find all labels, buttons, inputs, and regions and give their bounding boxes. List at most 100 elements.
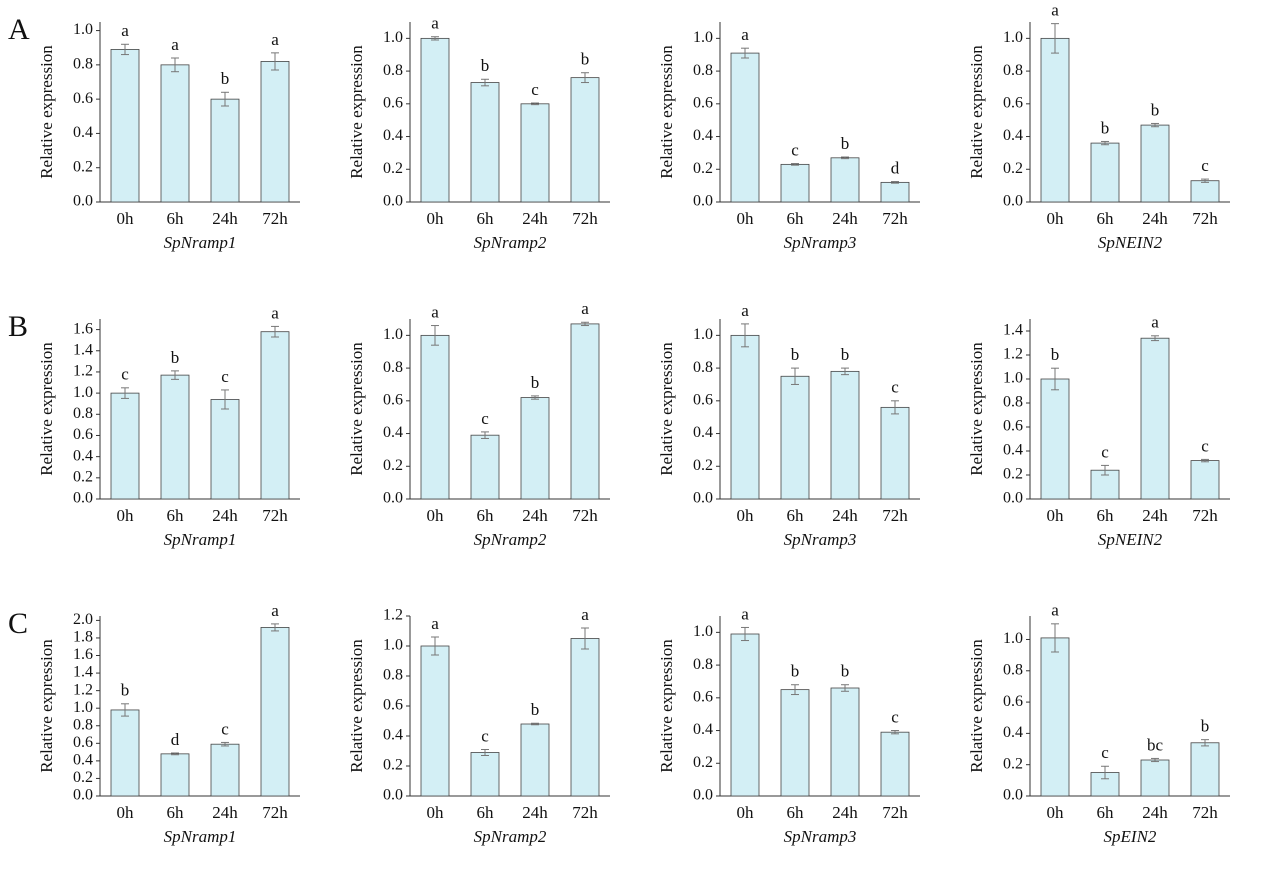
significance-letter: a — [171, 35, 179, 54]
y-tick-label: 1.2 — [73, 681, 93, 698]
error-bar — [581, 72, 589, 84]
bar — [420, 37, 450, 203]
y-axis-label: Relative expression — [657, 639, 676, 773]
error-bar — [1201, 178, 1209, 183]
bar — [780, 163, 810, 203]
x-tick-label: 24h — [1142, 506, 1168, 525]
significance-letter: a — [741, 604, 749, 623]
significance-letter: b — [531, 373, 540, 392]
y-tick-label: 0.2 — [73, 468, 93, 485]
x-tick-label: 0h — [117, 506, 135, 525]
y-tick-label: 1.4 — [73, 341, 93, 358]
x-axis-label: SpNEIN2 — [1098, 233, 1163, 252]
significance-letter: b — [1151, 100, 1160, 119]
x-tick-label: 72h — [262, 803, 288, 822]
y-tick-label: 1.4 — [73, 664, 93, 681]
bar — [520, 103, 550, 203]
significance-letter: a — [741, 301, 749, 320]
significance-letter: c — [531, 80, 539, 99]
error-bar — [431, 325, 439, 346]
x-tick-label: 0h — [1047, 803, 1065, 822]
y-tick-label: 1.0 — [383, 326, 403, 343]
x-axis-label: SpNramp1 — [164, 827, 237, 846]
bar — [880, 406, 910, 500]
error-bar — [531, 722, 539, 726]
x-axis-label: SpNramp2 — [474, 233, 547, 252]
x-tick-label: 0h — [427, 506, 445, 525]
y-tick-label: 1.8 — [73, 629, 93, 646]
bar — [110, 392, 140, 500]
bar — [160, 64, 190, 203]
x-tick-label: 6h — [1097, 803, 1115, 822]
error-bar — [841, 156, 849, 160]
y-tick-label: 0.6 — [693, 688, 713, 705]
error-bar — [741, 626, 749, 642]
significance-letter: d — [171, 730, 180, 749]
y-tick-label: 0.4 — [693, 721, 713, 738]
x-tick-label: 6h — [787, 209, 805, 228]
bar — [1090, 142, 1120, 203]
x-tick-label: 72h — [262, 209, 288, 228]
x-tick-label: 72h — [572, 506, 598, 525]
x-tick-label: 24h — [212, 506, 238, 525]
significance-letter: a — [121, 21, 129, 40]
y-axis-label: Relative expression — [37, 342, 56, 476]
bar — [520, 397, 550, 500]
x-tick-label: 6h — [167, 506, 185, 525]
x-tick-label: 24h — [832, 506, 858, 525]
y-tick-label: 0.4 — [1003, 127, 1023, 144]
error-bar — [481, 749, 489, 756]
significance-letter: c — [221, 367, 229, 386]
bar — [210, 743, 240, 797]
y-tick-label: 0.6 — [693, 94, 713, 111]
bar — [1140, 337, 1170, 500]
y-tick-label: 1.6 — [73, 646, 93, 663]
y-tick-label: 0.8 — [73, 405, 93, 422]
error-bar — [171, 370, 179, 380]
x-tick-label: 24h — [522, 803, 548, 822]
y-tick-label: 0.2 — [1003, 160, 1023, 177]
error-bar — [1051, 23, 1059, 54]
significance-letter: b — [1201, 717, 1210, 736]
y-tick-label: 0.8 — [1003, 62, 1023, 79]
y-tick-label: 0.8 — [1003, 394, 1023, 411]
x-tick-label: 6h — [787, 803, 805, 822]
x-tick-label: 24h — [832, 803, 858, 822]
y-tick-label: 1.0 — [383, 637, 403, 654]
y-tick-label: 0.8 — [383, 667, 403, 684]
y-tick-label: 0.4 — [73, 124, 93, 141]
x-tick-label: 72h — [882, 209, 908, 228]
y-tick-label: 1.0 — [1003, 29, 1023, 46]
panel-label: A — [8, 13, 30, 46]
error-bar — [1151, 757, 1159, 763]
x-tick-label: 0h — [427, 803, 445, 822]
significance-letter: c — [1201, 436, 1209, 455]
significance-letter: b — [171, 348, 180, 367]
significance-letter: a — [741, 25, 749, 44]
bar — [1140, 759, 1170, 797]
bar — [830, 157, 860, 203]
y-tick-label: 0.0 — [73, 490, 93, 507]
error-bar — [531, 102, 539, 106]
bar — [160, 374, 190, 500]
x-tick-label: 6h — [477, 209, 495, 228]
error-bar — [741, 323, 749, 348]
bar — [780, 375, 810, 500]
x-tick-label: 6h — [1097, 506, 1115, 525]
x-tick-label: 72h — [572, 803, 598, 822]
bar — [1040, 37, 1070, 203]
y-tick-label: 1.6 — [73, 320, 93, 337]
y-tick-label: 0.8 — [73, 716, 93, 733]
bar — [260, 627, 290, 797]
y-axis-label: Relative expression — [967, 639, 986, 773]
error-bar — [791, 684, 799, 696]
bar — [570, 77, 600, 203]
significance-letter: b — [791, 662, 800, 681]
x-axis-label: SpNramp3 — [784, 827, 857, 846]
significance-letter: c — [1101, 442, 1109, 461]
y-tick-label: 0.0 — [1003, 787, 1023, 804]
y-tick-label: 0.6 — [73, 90, 93, 107]
bar — [880, 731, 910, 797]
x-tick-label: 6h — [477, 506, 495, 525]
x-axis-label: SpNramp1 — [164, 233, 237, 252]
